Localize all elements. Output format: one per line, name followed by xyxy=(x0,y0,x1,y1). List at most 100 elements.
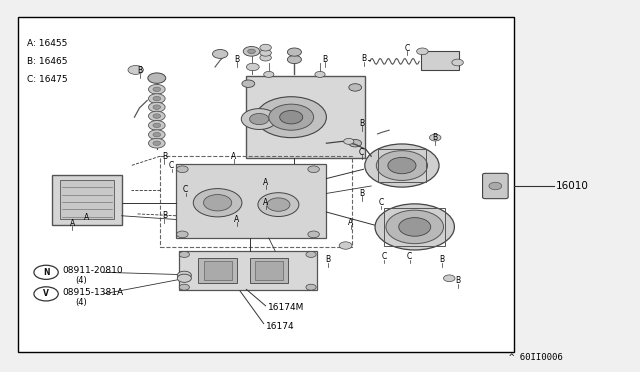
Circle shape xyxy=(148,73,166,83)
Text: A: 16455: A: 16455 xyxy=(27,39,67,48)
Circle shape xyxy=(204,195,232,211)
Circle shape xyxy=(153,123,161,128)
Circle shape xyxy=(452,59,463,66)
Text: B: B xyxy=(234,55,239,64)
Bar xyxy=(204,261,232,280)
Circle shape xyxy=(241,109,277,129)
Bar xyxy=(250,258,288,283)
Circle shape xyxy=(177,271,191,279)
Text: 16010: 16010 xyxy=(556,181,588,191)
Text: B: B xyxy=(162,152,167,161)
Bar xyxy=(52,175,122,225)
Circle shape xyxy=(258,193,299,217)
Circle shape xyxy=(153,87,161,92)
Circle shape xyxy=(376,151,428,180)
Circle shape xyxy=(417,48,428,55)
Circle shape xyxy=(260,49,271,56)
Text: B: B xyxy=(433,133,438,142)
Circle shape xyxy=(148,121,165,130)
Circle shape xyxy=(177,166,188,173)
Circle shape xyxy=(267,198,290,211)
Circle shape xyxy=(339,242,352,249)
Circle shape xyxy=(148,138,165,148)
Text: C: C xyxy=(407,252,412,261)
Bar xyxy=(378,149,426,182)
Circle shape xyxy=(306,284,316,290)
Text: N: N xyxy=(43,268,49,277)
Circle shape xyxy=(264,71,274,77)
Circle shape xyxy=(365,144,439,187)
Text: A: A xyxy=(348,218,353,227)
Circle shape xyxy=(148,102,165,112)
Text: V: V xyxy=(43,289,49,298)
Bar xyxy=(384,208,445,246)
Circle shape xyxy=(429,134,441,141)
Circle shape xyxy=(308,231,319,238)
Bar xyxy=(160,156,352,247)
Circle shape xyxy=(287,55,301,64)
Text: A: A xyxy=(234,215,239,224)
Circle shape xyxy=(260,54,271,61)
Text: B: B xyxy=(359,119,364,128)
Circle shape xyxy=(248,49,255,54)
Circle shape xyxy=(315,71,325,77)
Text: 16174M: 16174M xyxy=(268,303,304,312)
Circle shape xyxy=(489,182,502,190)
Text: C: C xyxy=(404,44,410,53)
Circle shape xyxy=(212,49,228,58)
Circle shape xyxy=(177,274,191,282)
Text: 08911-20810: 08911-20810 xyxy=(62,266,123,275)
Text: C: C xyxy=(359,148,364,157)
Circle shape xyxy=(242,80,255,87)
Text: C: C xyxy=(378,198,383,207)
Circle shape xyxy=(148,84,165,94)
Circle shape xyxy=(349,140,362,147)
Circle shape xyxy=(308,166,319,173)
Text: C: C xyxy=(169,161,174,170)
Circle shape xyxy=(148,94,165,103)
Circle shape xyxy=(243,46,260,56)
Circle shape xyxy=(177,231,188,238)
Text: B: B xyxy=(359,189,364,198)
Text: C: C xyxy=(183,185,188,194)
Circle shape xyxy=(179,284,189,290)
Circle shape xyxy=(287,48,301,56)
Bar xyxy=(176,164,326,238)
Text: ^ 60II0006: ^ 60II0006 xyxy=(509,353,563,362)
Text: A: A xyxy=(263,198,268,207)
Bar xyxy=(179,251,317,290)
Circle shape xyxy=(256,97,326,138)
Bar xyxy=(18,17,514,352)
Text: B: B xyxy=(361,54,366,63)
Circle shape xyxy=(349,84,362,91)
Circle shape xyxy=(153,132,161,137)
Circle shape xyxy=(246,63,259,71)
Circle shape xyxy=(250,113,269,125)
Text: B: 16465: B: 16465 xyxy=(27,57,67,66)
Circle shape xyxy=(260,44,271,51)
FancyBboxPatch shape xyxy=(483,173,508,199)
Circle shape xyxy=(444,275,455,282)
Bar xyxy=(60,180,114,219)
Circle shape xyxy=(386,210,444,244)
Text: B: B xyxy=(323,55,328,64)
Text: C: 16475: C: 16475 xyxy=(27,75,67,84)
Circle shape xyxy=(375,204,454,250)
Text: A: A xyxy=(70,219,75,228)
Circle shape xyxy=(153,141,161,145)
Circle shape xyxy=(148,111,165,121)
Text: 08915-1381A: 08915-1381A xyxy=(62,288,124,297)
Text: A: A xyxy=(231,152,236,161)
Text: C: C xyxy=(381,252,387,261)
Bar xyxy=(246,76,365,158)
Bar xyxy=(198,258,237,283)
Circle shape xyxy=(34,265,58,279)
Text: A: A xyxy=(263,178,268,187)
Text: A: A xyxy=(84,213,90,222)
Text: (4): (4) xyxy=(75,298,86,307)
Circle shape xyxy=(388,157,416,174)
Circle shape xyxy=(153,114,161,118)
Text: B: B xyxy=(162,211,167,220)
Circle shape xyxy=(193,189,242,217)
Circle shape xyxy=(269,104,314,130)
